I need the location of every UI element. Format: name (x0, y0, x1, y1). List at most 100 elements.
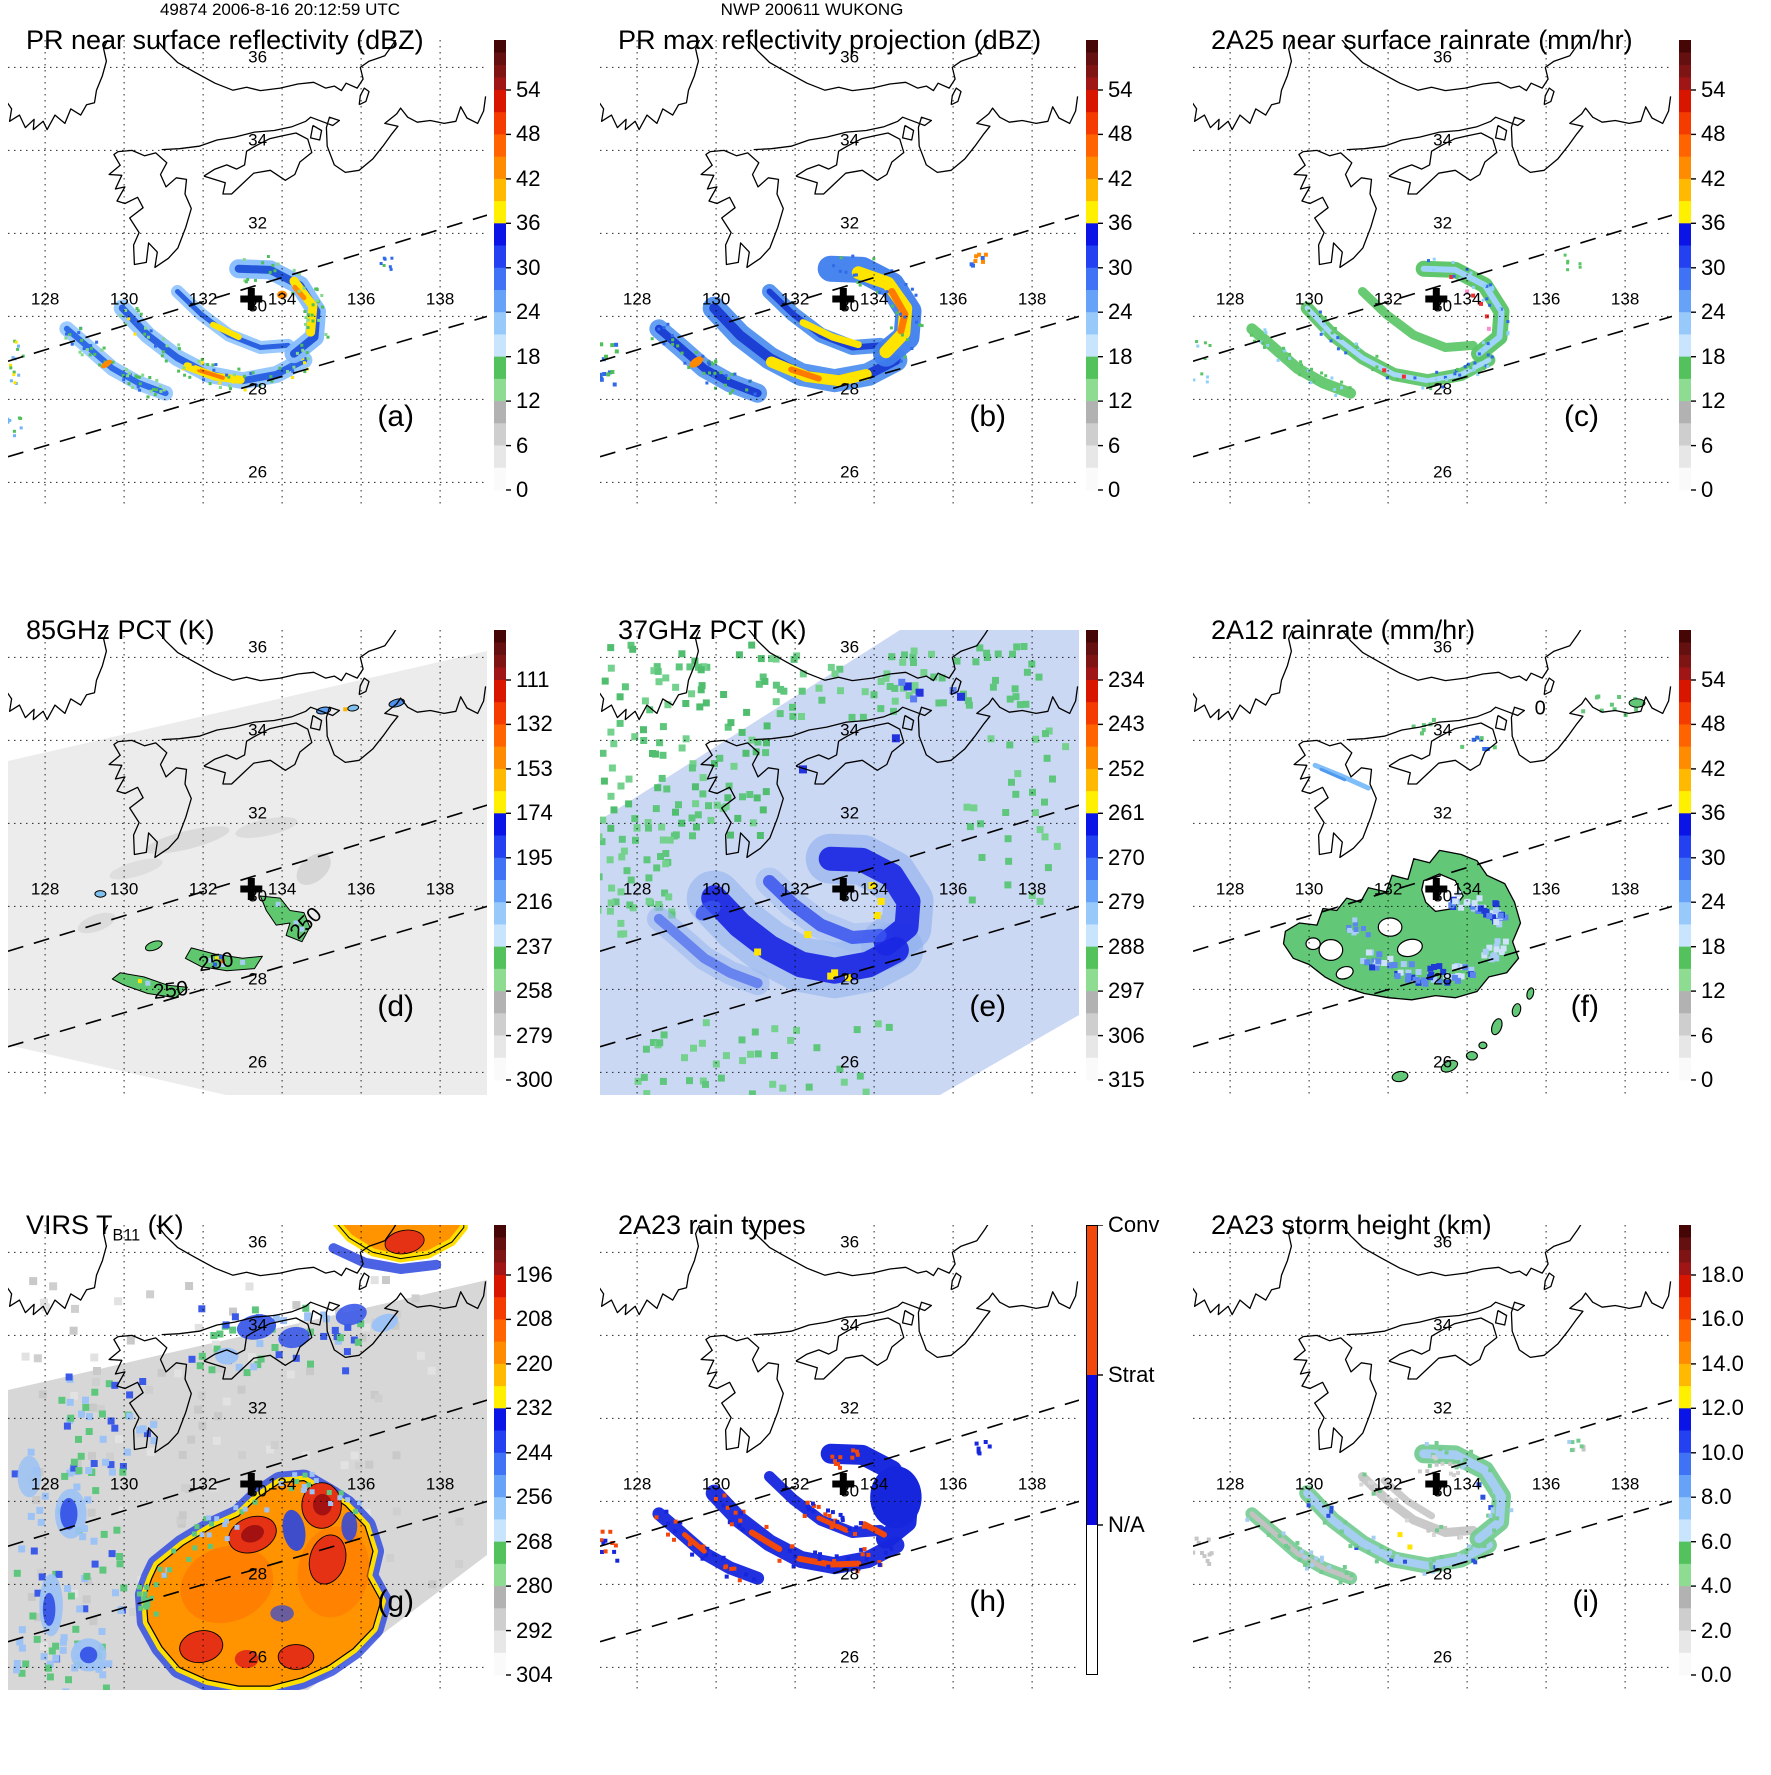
pr-swath-edges (600, 804, 1079, 1048)
coastlines (8, 1225, 487, 1454)
storm-center-cross (832, 288, 855, 310)
lon-tick-label: 130 (1295, 879, 1323, 898)
storm-center-cross (832, 1473, 855, 1495)
colorbar-tick-label: 14.0 (1701, 1350, 1744, 1376)
lon-tick-label: 138 (1018, 879, 1046, 898)
colorbar-tick-label: 0 (1108, 476, 1121, 502)
panel-d-title: 85GHz PCT (K) (26, 615, 215, 645)
colorbar-tick-label: 18 (1701, 933, 1726, 959)
colorbar-scale (494, 40, 511, 491)
contour-label: 0 (1535, 698, 1546, 720)
colorbar-tick-label: 300 (516, 1066, 553, 1092)
lon-tick-label: 132 (781, 289, 809, 308)
colorbar-tick-label: 36 (516, 210, 541, 236)
lat-tick-label: 28 (1433, 379, 1452, 398)
lat-tick-label: 28 (840, 969, 859, 988)
lon-tick-label: 132 (189, 289, 217, 308)
coastlines (1193, 40, 1672, 269)
storm-center-cross (1425, 288, 1448, 310)
lat-tick-label: 26 (840, 1052, 859, 1071)
lon-tick-label: 134 (268, 289, 296, 308)
colorbar-tick-label: 12 (1701, 978, 1726, 1004)
colorbar-tick-label: 256 (516, 1484, 553, 1510)
colorbar-tick-label: 18 (516, 343, 541, 369)
lon-tick-label: 132 (1374, 289, 1402, 308)
coastlines (1193, 630, 1672, 859)
lat-tick-label: 34 (1433, 720, 1452, 739)
panel-g-letter: (g) (377, 1585, 414, 1618)
lon-tick-label: 130 (110, 289, 138, 308)
lat-tick-label: 28 (248, 379, 267, 398)
colorbar-scale (494, 1225, 511, 1676)
coastlines (8, 40, 487, 269)
data-field (600, 252, 988, 403)
lat-tick-label: 34 (1433, 130, 1452, 149)
colorbar-tick-label: 24 (516, 299, 541, 325)
colorbar-tick-label: 268 (516, 1528, 553, 1554)
colorbar-tick-label: 18 (1701, 343, 1726, 369)
colorbar-tick-label: 306 (1108, 1022, 1145, 1048)
panel-i-colorbar: 18.0 16.0 14.0 12.0 10.0 8.0 6.0 4.0 2.0 0.0 (1679, 1225, 1769, 1687)
lat-tick-label: 32 (840, 1398, 859, 1417)
lon-tick-label: 128 (623, 1474, 651, 1493)
lon-tick-label: 136 (939, 1474, 967, 1493)
colorbar-tick-label: 42 (1701, 755, 1726, 781)
lat-tick-label: 28 (1433, 1564, 1452, 1583)
colorbar-scale (1679, 1225, 1696, 1676)
lon-tick-label: 132 (189, 1474, 217, 1493)
lat-tick-label: 26 (248, 1052, 267, 1071)
storm-center-cross (1425, 878, 1448, 900)
panel-f-title: 2A12 rainrate (mm/hr) (1211, 615, 1476, 645)
panel-b-title: PR max reflectivity projection (dBZ) (618, 25, 1042, 55)
pr-swath-edges (600, 214, 1079, 458)
lat-tick-label: 34 (840, 1315, 859, 1334)
data-field (600, 1440, 992, 1585)
lon-tick-label: 128 (31, 879, 59, 898)
storm-center-cross (240, 288, 263, 310)
panel-a: PR near surface reflectivity (dBZ) 128 130… (0, 0, 590, 590)
lon-tick-label: 130 (702, 879, 730, 898)
lat-tick-label: 26 (1433, 1052, 1452, 1071)
colorbar-tick-label: 304 (516, 1661, 553, 1687)
coastlines (600, 630, 1079, 859)
colorbar-scale (1086, 40, 1103, 491)
lat-tick-label: 26 (1433, 1647, 1452, 1666)
lat-tick-label: 36 (1433, 637, 1452, 656)
lat-tick-label: 26 (248, 462, 267, 481)
panel-e: 37GHz PCT (K) 128 130 132 134 136 138 36 34 32 30 2… (592, 590, 1182, 1180)
lon-tick-label: 134 (1453, 289, 1481, 308)
lon-tick-label: 134 (268, 879, 296, 898)
coastlines (1193, 1225, 1672, 1454)
panel-c-colorbar: 54 48 42 36 30 24 18 12 6 0 (1679, 40, 1769, 502)
lon-tick-label: 128 (1216, 879, 1244, 898)
lat-tick-label: 34 (248, 1315, 267, 1334)
lon-tick-label: 138 (426, 1474, 454, 1493)
storm-center-cross (832, 878, 855, 900)
lon-tick-label: 138 (1611, 289, 1639, 308)
colorbar-tick-label: 297 (1108, 978, 1145, 1004)
colorbar-scale (1679, 40, 1696, 491)
colorbar-tick-label: 0 (1701, 476, 1714, 502)
lon-tick-label: 128 (623, 879, 651, 898)
panel-h-letter: (h) (969, 1585, 1006, 1618)
lon-tick-label: 128 (31, 289, 59, 308)
panel-b-letter: (b) (969, 400, 1006, 433)
colorbar-tick-label: 48 (1701, 121, 1726, 147)
colorbar-tick-label: 12 (1108, 388, 1133, 414)
colorbar-tick-label: 30 (1701, 254, 1726, 280)
contour-label: 250 (197, 948, 235, 976)
lon-tick-label: 138 (426, 879, 454, 898)
colorbar-tick-label: 132 (516, 711, 553, 737)
colorbar-tick-label: 232 (516, 1395, 553, 1421)
colorbar-tick-label: 30 (1701, 844, 1726, 870)
colorbar-tick-label: 54 (1701, 667, 1726, 692)
colorbar-tick-label: 196 (516, 1262, 553, 1287)
colorbar-tick-label: 10.0 (1701, 1439, 1744, 1465)
